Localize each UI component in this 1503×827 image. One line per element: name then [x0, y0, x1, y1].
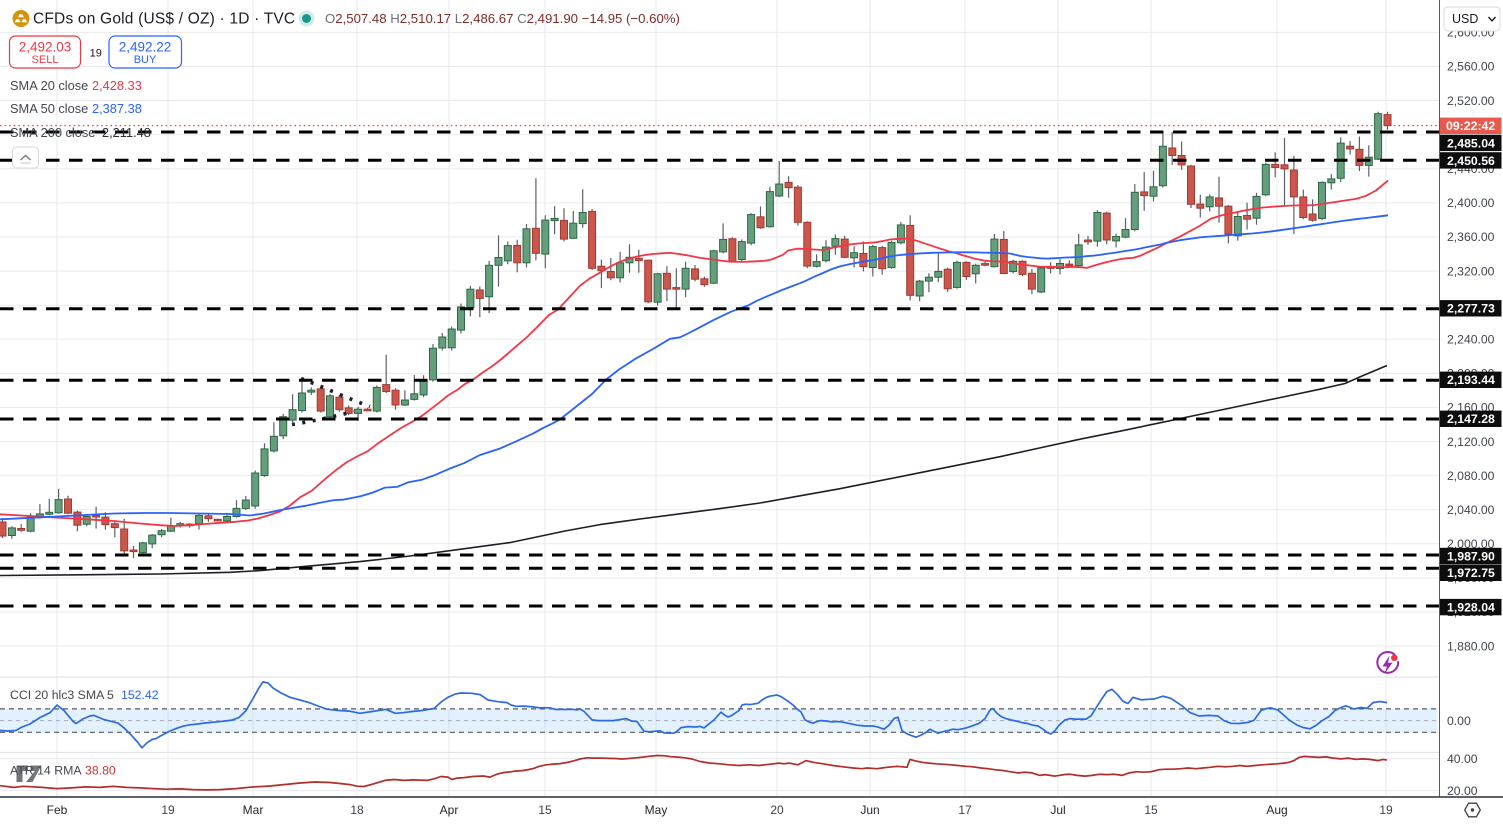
- svg-text:SMA 20 close: SMA 20 close: [10, 78, 88, 93]
- svg-text:2,080.00: 2,080.00: [1447, 469, 1495, 483]
- svg-text:Feb: Feb: [47, 803, 68, 817]
- svg-text:2,147.28: 2,147.28: [1447, 412, 1495, 426]
- svg-text:2,000.00: 2,000.00: [1447, 537, 1495, 551]
- svg-text:2,120.00: 2,120.00: [1447, 435, 1495, 449]
- svg-text:152.42: 152.42: [121, 688, 159, 702]
- svg-text:2,211.48: 2,211.48: [102, 125, 151, 140]
- svg-text:2,492.03: 2,492.03: [19, 40, 72, 55]
- svg-text:20.00: 20.00: [1447, 784, 1478, 798]
- svg-text:20: 20: [770, 803, 784, 817]
- svg-text:2,040.00: 2,040.00: [1447, 503, 1495, 517]
- svg-text:2,520.00: 2,520.00: [1447, 94, 1495, 108]
- svg-text:18: 18: [350, 803, 364, 817]
- svg-text:2,240.00: 2,240.00: [1447, 333, 1495, 347]
- svg-text:1,972.75: 1,972.75: [1447, 566, 1495, 580]
- svg-text:2,485.04: 2,485.04: [1447, 136, 1495, 150]
- svg-text:1,987.90: 1,987.90: [1447, 549, 1495, 563]
- svg-text:15: 15: [538, 803, 552, 817]
- svg-text:2,560.00: 2,560.00: [1447, 60, 1495, 74]
- svg-text:Aug: Aug: [1266, 803, 1287, 817]
- svg-text:2,277.73: 2,277.73: [1447, 302, 1495, 316]
- svg-text:1,880.00: 1,880.00: [1447, 639, 1495, 653]
- svg-text:38.80: 38.80: [85, 764, 116, 778]
- svg-text:SELL: SELL: [32, 54, 59, 66]
- svg-text:SMA 50 close: SMA 50 close: [10, 101, 88, 116]
- svg-text:19: 19: [161, 803, 175, 817]
- svg-text:CFDs on Gold (US$ / OZ) · 1D ·: CFDs on Gold (US$ / OZ) · 1D · TVC: [33, 11, 295, 28]
- svg-text:USD: USD: [1452, 12, 1478, 26]
- svg-text:2,387.38: 2,387.38: [92, 101, 142, 116]
- svg-text:09:22:42: 09:22:42: [1446, 119, 1495, 133]
- svg-text:ATR 14 RMA: ATR 14 RMA: [10, 764, 82, 778]
- svg-text:CCI 20 hlc3 SMA 5: CCI 20 hlc3 SMA 5: [10, 688, 114, 702]
- svg-text:BUY: BUY: [134, 54, 157, 66]
- svg-text:2,428.33: 2,428.33: [92, 78, 142, 93]
- svg-text:2,360.00: 2,360.00: [1447, 230, 1495, 244]
- svg-text:19: 19: [90, 48, 102, 60]
- svg-text:15: 15: [1144, 803, 1158, 817]
- svg-text:2,193.44: 2,193.44: [1447, 373, 1495, 387]
- svg-text:O2,507.48 H2,510.17 L2,486.67: O2,507.48 H2,510.17 L2,486.67 C2,491.90 …: [325, 11, 680, 26]
- svg-text:2,400.00: 2,400.00: [1447, 196, 1495, 210]
- svg-text:40.00: 40.00: [1447, 752, 1478, 766]
- svg-text:Jul: Jul: [1050, 803, 1065, 817]
- svg-text:2,450.56: 2,450.56: [1447, 154, 1495, 168]
- svg-text:0.00: 0.00: [1447, 714, 1471, 728]
- svg-text:19: 19: [1379, 803, 1393, 817]
- svg-text:2,492.22: 2,492.22: [119, 40, 172, 55]
- svg-text:2,320.00: 2,320.00: [1447, 264, 1495, 278]
- svg-text:1,928.04: 1,928.04: [1447, 601, 1495, 615]
- svg-text:Apr: Apr: [440, 803, 459, 817]
- svg-text:Jun: Jun: [860, 803, 879, 817]
- svg-text:SMA 200 close: SMA 200 close: [10, 125, 95, 140]
- svg-text:Mar: Mar: [243, 803, 264, 817]
- svg-text:17: 17: [958, 803, 972, 817]
- svg-text:May: May: [645, 803, 668, 817]
